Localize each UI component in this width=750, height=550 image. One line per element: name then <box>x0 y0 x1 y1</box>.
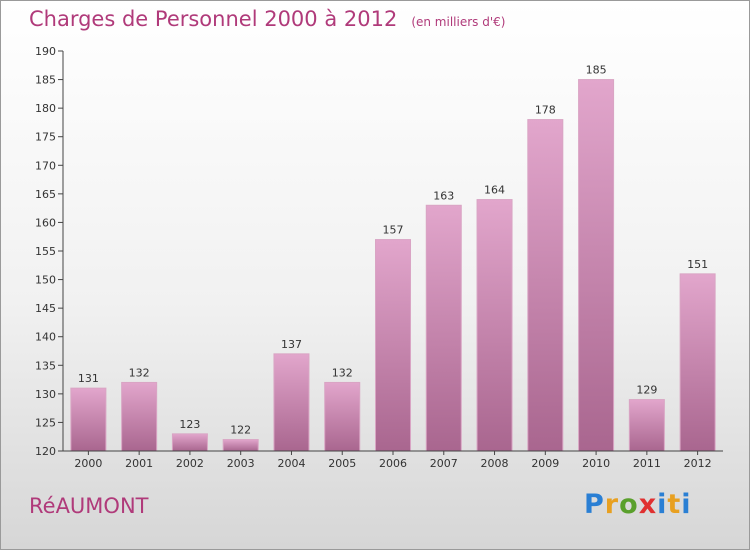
y-tick-label: 160 <box>35 216 56 229</box>
bar-2000 <box>70 387 107 452</box>
x-axis: 2000 2001 2002 2003 2004 2005 2006 2007 2008 2009… <box>63 450 724 470</box>
data-label-2011: 129 <box>636 384 657 397</box>
y-tick-label: 145 <box>35 302 56 315</box>
city-name: RéAUMONT <box>29 494 149 518</box>
y-tick-label: 120 <box>35 445 56 458</box>
y-axis: 120 125 130 135 140 145 150 155 160 165 170 175 180 1… <box>35 45 64 458</box>
x-tick-label-2010: 2010 <box>582 457 610 470</box>
proxiti-logo: Proxiti <box>584 489 692 520</box>
y-tick-label: 155 <box>35 245 56 258</box>
y-tick-label: 125 <box>35 416 56 429</box>
chart-title-text: Charges de Personnel 2000 à 2012 <box>29 7 398 31</box>
bar-2010 <box>578 79 615 452</box>
data-label-2001: 132 <box>129 366 150 379</box>
y-tick-label: 180 <box>35 102 56 115</box>
bar-2005 <box>324 381 361 452</box>
data-label-2002: 123 <box>179 418 200 431</box>
y-tick-label: 185 <box>35 74 56 87</box>
chart-title: Charges de Personnel 2000 à 2012 (en mill… <box>29 7 505 31</box>
y-tick-label: 175 <box>35 131 56 144</box>
y-tick-label: 130 <box>35 388 56 401</box>
x-tick-label-2008: 2008 <box>481 457 509 470</box>
y-tick-label: 140 <box>35 331 56 344</box>
bar-2012 <box>679 273 716 452</box>
x-tick-label-2009: 2009 <box>531 457 559 470</box>
bar-2011 <box>628 399 665 452</box>
data-label-2007: 163 <box>433 189 454 202</box>
bar-2002 <box>171 433 208 452</box>
bar-2008 <box>476 199 513 452</box>
data-label-2004: 137 <box>281 338 302 351</box>
x-tick-label-2006: 2006 <box>379 457 407 470</box>
x-tick-label-2007: 2007 <box>430 457 458 470</box>
y-tick-label: 190 <box>35 45 56 58</box>
x-tick-label-2004: 2004 <box>277 457 305 470</box>
y-tick-label: 165 <box>35 188 56 201</box>
x-tick-label-2001: 2001 <box>125 457 153 470</box>
y-tick-label: 135 <box>35 359 56 372</box>
data-label-2003: 122 <box>230 424 251 437</box>
x-tick-label-2002: 2002 <box>176 457 204 470</box>
data-label-2008: 164 <box>484 184 505 197</box>
x-tick-label-2012: 2012 <box>684 457 712 470</box>
bar-2009 <box>527 119 564 452</box>
y-tick-label: 170 <box>35 159 56 172</box>
bars: 131 132 123 122 137 132 157 163 164 178 185 129 151 <box>70 64 716 452</box>
bar-2001 <box>121 381 158 452</box>
data-label-2012: 151 <box>687 258 708 271</box>
bar-2006 <box>375 239 412 452</box>
bar-2007 <box>425 204 462 452</box>
bar-2003 <box>222 439 259 452</box>
x-tick-label-2005: 2005 <box>328 457 356 470</box>
bar-2004 <box>273 353 310 452</box>
data-label-2005: 132 <box>332 366 353 379</box>
x-tick-label-2000: 2000 <box>74 457 102 470</box>
data-label-2009: 178 <box>535 104 556 117</box>
x-tick-label-2011: 2011 <box>633 457 661 470</box>
data-label-2000: 131 <box>78 372 99 385</box>
x-tick-label-2003: 2003 <box>227 457 255 470</box>
y-tick-label: 150 <box>35 274 56 287</box>
data-label-2006: 157 <box>383 224 404 237</box>
data-label-2010: 185 <box>586 64 607 77</box>
chart-unit: (en milliers d'€) <box>411 15 506 29</box>
